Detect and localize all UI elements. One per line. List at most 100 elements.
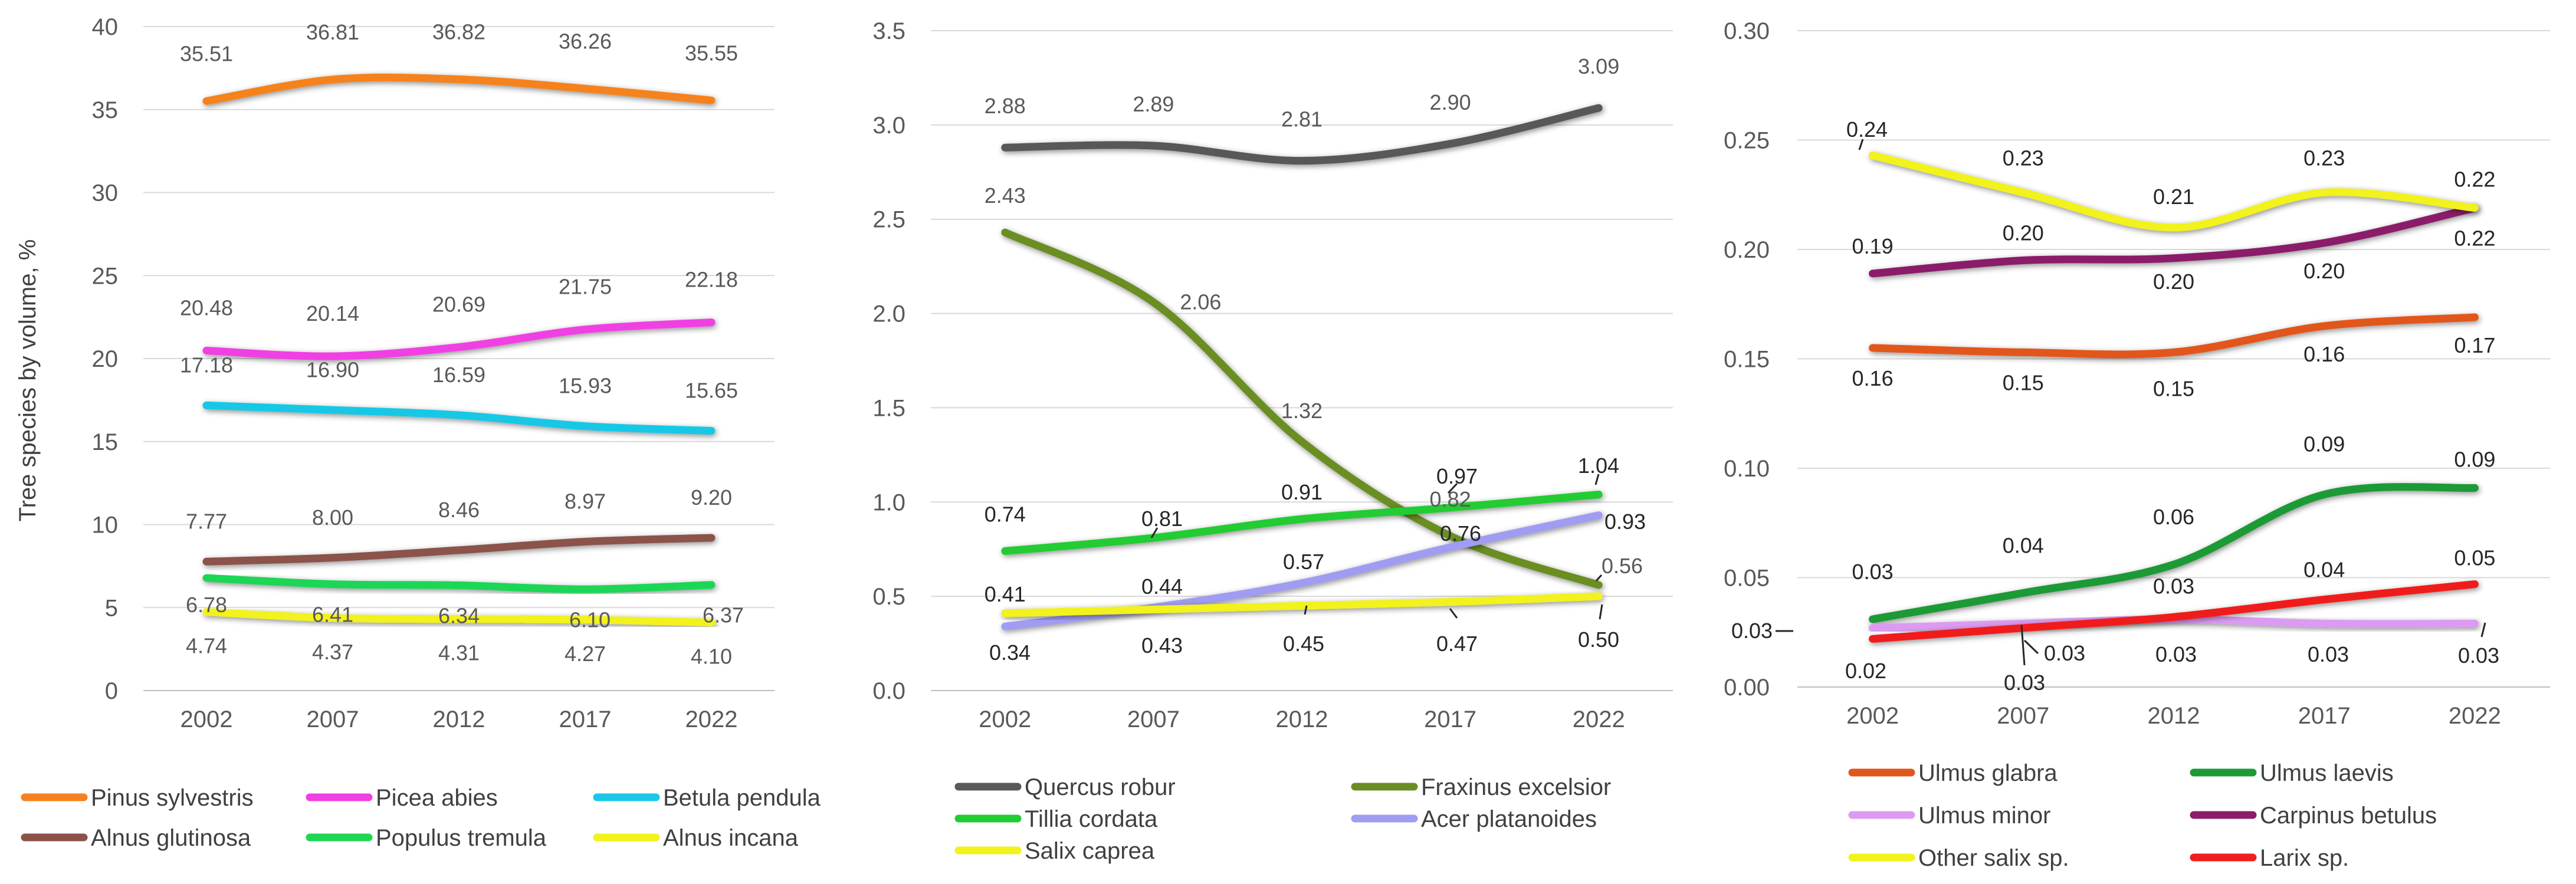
y-tick-label: 35 [92,97,119,123]
series-line-pinus-sylvestris [202,73,716,105]
data-label-quercus-robur: 2.90 [1430,90,1471,114]
y-tick-label: 1.0 [872,489,905,515]
chart-panel-3: 0.00 0.05 0.10 0.15 0.20 0.25 0.30 2002 2007 2012… [1724,18,2550,871]
series-line-ulmus-glabra [1869,313,2479,359]
data-label-fraxinus-excelsior: 0.56 [1602,554,1643,578]
data-label-ulmus-minor: 0.03 [2308,642,2349,666]
y-tick-label: 0.5 [872,584,905,610]
x-tick-label: 2007 [307,706,359,732]
series-line-ulmus-laevis [1869,483,2479,623]
data-label-leader [1447,482,1458,494]
data-label-acer-platanoides: 0.76 [1440,521,1481,545]
y-tick-label: 0 [105,678,118,704]
y-tick-label: 5 [105,595,118,621]
data-label-carpinus-betulus: 0.22 [2454,226,2495,251]
data-label-carpinus-betulus: 0.20 [2153,270,2194,294]
series-line-alnus-incana [202,608,716,627]
data-label-fraxinus-excelsior: 1.32 [1281,399,1323,423]
x-tick-label: 2022 [2449,703,2501,729]
data-label-alnus-incana: 4.31 [438,641,480,665]
data-label-pinus-sylvestris: 35.55 [685,41,738,65]
series-line-salix-caprea [1001,592,1603,617]
data-label-fraxinus-excelsior: 2.43 [985,183,1026,208]
data-label-ulmus-minor: 0.03 [1731,619,1773,643]
data-label-leader [1595,574,1603,582]
data-label-leader [1594,474,1600,485]
x-tick-label: 2022 [1573,706,1625,732]
data-label-ulmus-laevis: 0.04 [2003,533,2044,557]
data-label-leader [2480,622,2486,637]
series-line-quercus-robur [1001,104,1603,165]
data-label-ulmus-laevis: 0.09 [2303,432,2345,456]
y-tick-label: 0.15 [1724,347,1770,373]
series-line-populus-tremula [202,574,716,593]
series-line-carpinus-betulus [1869,204,2479,278]
data-label-betula-pendula: 15.93 [559,374,612,398]
legend-label-picea-abies: Picea abies [376,785,498,811]
data-label-tillia-cordata: 0.97 [1436,464,1478,488]
data-label-other-salix-sp: 0.23 [2303,146,2345,170]
y-axis-title: Tree species by volume, % [15,239,41,522]
legend-label-quercus-robur: Quercus robur [1025,774,1176,800]
data-label-populus-tremula: 6.37 [703,603,744,627]
data-label-ulmus-glabra: 0.16 [1852,366,1894,390]
data-label-alnus-incana: 4.74 [186,634,227,658]
y-tick-label: 2.0 [872,301,905,327]
y-tick-label: 0.20 [1724,237,1770,263]
legend-label-fraxinus-excelsior: Fraxinus excelsior [1421,774,1611,800]
data-label-picea-abies: 20.69 [432,293,485,317]
legend-label-betula-pendula: Betula pendula [663,785,821,811]
data-label-ulmus-minor: 0.03 [2155,642,2197,666]
data-label-other-salix-sp: 0.21 [2153,185,2194,209]
data-label-pinus-sylvestris: 36.82 [432,20,485,44]
legend-label-tillia-cordata: Tillia cordata [1025,806,1158,832]
data-label-quercus-robur: 2.88 [985,94,1026,118]
x-tick-label: 2007 [1127,706,1180,732]
x-tick-label: 2002 [1846,703,1899,729]
x-tick-label: 2017 [559,706,612,732]
data-label-populus-tremula: 6.78 [186,593,227,617]
y-tick-label: 10 [92,512,119,538]
data-label-betula-pendula: 16.59 [432,363,485,387]
data-label-alnus-glutinosa: 8.46 [438,498,480,522]
y-tick-label: 0.10 [1724,456,1770,482]
x-tick-label: 2012 [1276,706,1328,732]
data-label-leader [1449,608,1458,619]
data-label-salix-caprea: 0.43 [1141,633,1183,658]
legend-label-acer-platanoides: Acer platanoides [1421,806,1597,832]
data-label-carpinus-betulus: 0.20 [2303,259,2345,283]
data-label-ulmus-laevis: 0.06 [2153,505,2194,529]
y-tick-label: 3.0 [872,113,905,139]
x-tick-label: 2022 [685,706,738,732]
data-label-tillia-cordata: 0.81 [1141,507,1183,531]
data-label-betula-pendula: 15.65 [685,378,738,402]
data-label-larix-sp: 0.03 [2004,671,2045,695]
data-label-larix-sp: 0.04 [2303,558,2345,582]
data-label-leader [2023,639,2039,655]
series-line-betula-pendula [202,401,716,435]
data-label-leader [1599,604,1603,620]
data-label-ulmus-glabra: 0.15 [2003,370,2044,395]
legend-label-alnus-glutinosa: Alnus glutinosa [91,825,251,851]
y-tick-label: 0.00 [1724,675,1770,701]
x-tick-label: 2002 [979,706,1031,732]
data-label-alnus-incana: 4.10 [691,645,732,669]
data-label-tillia-cordata: 1.04 [1578,453,1619,478]
series-line-fraxinus-excelsior [1001,228,1603,589]
data-label-quercus-robur: 2.89 [1133,92,1174,116]
legend-label-alnus-incana: Alnus incana [663,825,799,851]
data-label-carpinus-betulus: 0.20 [2003,221,2044,245]
data-label-acer-platanoides: 0.93 [1604,510,1646,534]
x-tick-label: 2002 [181,706,233,732]
data-label-betula-pendula: 17.18 [180,353,233,377]
legend-label-ulmus-minor: Ulmus minor [1918,803,2050,829]
data-label-acer-platanoides: 0.44 [1141,574,1183,599]
data-label-other-salix-sp: 0.24 [1846,117,1888,142]
legend-label-ulmus-laevis: Ulmus laevis [2260,760,2394,786]
y-tick-label: 30 [92,180,119,206]
y-tick-label: 0.05 [1724,566,1770,591]
x-tick-label: 2012 [2148,703,2200,729]
legend-label-ulmus-glabra: Ulmus glabra [1918,760,2057,786]
y-tick-label: 15 [92,429,119,455]
